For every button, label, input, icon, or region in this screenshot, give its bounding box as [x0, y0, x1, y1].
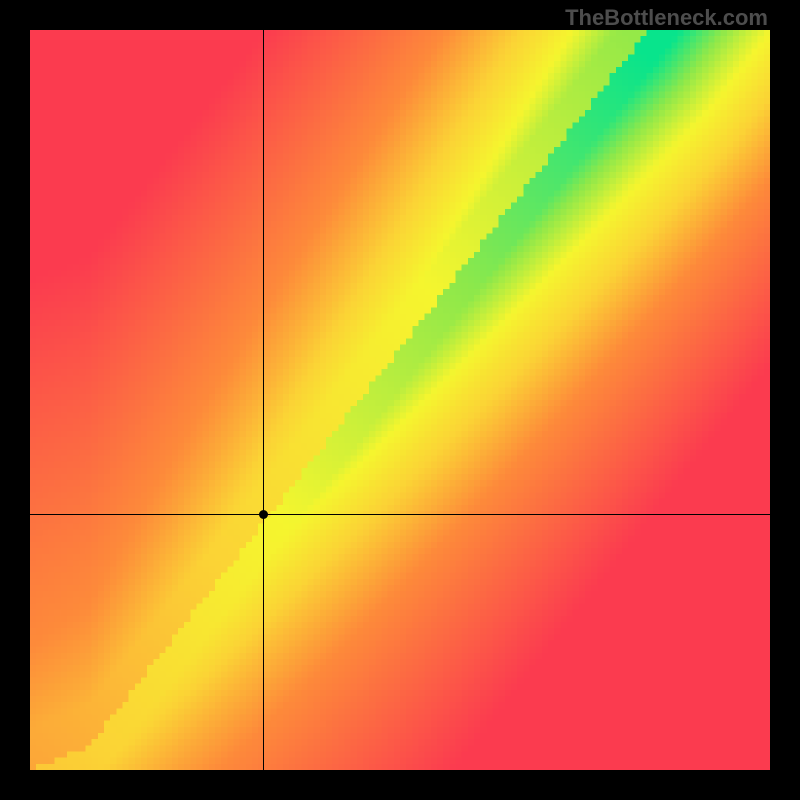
crosshair-horizontal [30, 514, 770, 515]
watermark-text: TheBottleneck.com [565, 5, 768, 31]
crosshair-vertical [263, 30, 264, 770]
crosshair-marker [259, 510, 268, 519]
heatmap-canvas [30, 30, 770, 770]
heatmap-plot [30, 30, 770, 770]
